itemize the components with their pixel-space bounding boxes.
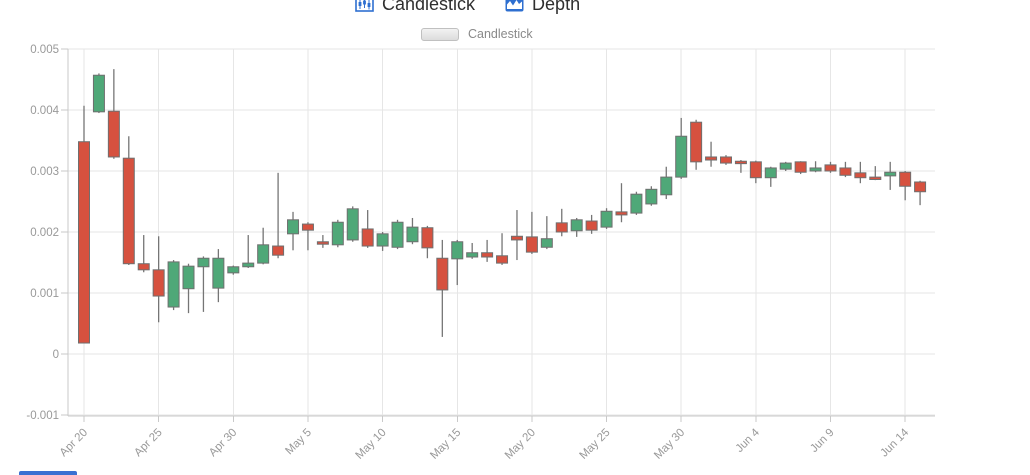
- candlestick-mark[interactable]: [78, 141, 90, 344]
- candlestick-mark[interactable]: [914, 181, 927, 193]
- candlestick-mark[interactable]: [137, 263, 150, 271]
- y-axis-label: 0.005: [30, 44, 59, 56]
- x-axis-label: May 15: [428, 427, 463, 462]
- candlestick-mark[interactable]: [510, 235, 523, 241]
- candlestick-mark[interactable]: [107, 110, 120, 158]
- x-axis-label: Jun 9: [808, 427, 836, 455]
- candlestick-mark[interactable]: [585, 220, 598, 231]
- candlestick-mark[interactable]: [122, 157, 135, 265]
- candlestick-mark[interactable]: [749, 161, 762, 179]
- candlestick-mark[interactable]: [525, 236, 538, 253]
- candlestick-mark[interactable]: [660, 176, 673, 196]
- candlestick-mark[interactable]: [346, 208, 359, 241]
- candlestick-mark[interactable]: [361, 228, 374, 247]
- x-axis-label: May 10: [354, 427, 389, 462]
- candlestick-mark[interactable]: [451, 241, 464, 260]
- candlestick-mark[interactable]: [734, 160, 747, 165]
- candlestick-mark[interactable]: [242, 262, 255, 268]
- y-axis-label: -0.001: [26, 410, 59, 422]
- candlestick-mark[interactable]: [227, 266, 240, 274]
- candlestick-mark[interactable]: [675, 135, 688, 178]
- candlestick-mark[interactable]: [287, 219, 300, 235]
- candlestick-mark[interactable]: [182, 265, 195, 290]
- y-axis-label: 0.002: [30, 227, 59, 239]
- x-axis-label: May 5: [283, 427, 314, 458]
- candlestick-mark[interactable]: [884, 171, 897, 177]
- candlestick-mark[interactable]: [152, 269, 165, 297]
- y-axis-label: 0.001: [30, 288, 59, 300]
- candlestick-mark[interactable]: [197, 257, 210, 268]
- x-axis-label: Apr 20: [58, 427, 90, 459]
- candlestick-mark[interactable]: [212, 257, 225, 289]
- candlestick-mark[interactable]: [481, 252, 494, 258]
- chart-type-tabs: Candlestick Depth: [355, 0, 580, 15]
- legend-candlestick[interactable]: Candlestick: [421, 27, 533, 41]
- candlestick-mark[interactable]: [615, 211, 628, 216]
- tab-depth[interactable]: Depth: [505, 0, 580, 15]
- candlestick-mark[interactable]: [301, 223, 314, 231]
- y-axis-label: 0.003: [30, 166, 59, 178]
- candlestick-mark[interactable]: [824, 164, 837, 172]
- bottom-left-blue-fragment[interactable]: [19, 471, 77, 475]
- legend-label: Candlestick: [468, 27, 533, 41]
- legend-swatch: [421, 27, 459, 41]
- candlestick-mark[interactable]: [899, 171, 912, 187]
- candlestick-mark[interactable]: [645, 188, 658, 205]
- tab-candlestick[interactable]: Candlestick: [355, 0, 475, 15]
- candlestick-mark[interactable]: [630, 193, 643, 214]
- y-axis-label: 0.004: [30, 105, 59, 117]
- candlestick-mark[interactable]: [779, 162, 792, 170]
- candlestick-mark[interactable]: [794, 161, 807, 173]
- candlestick-mark[interactable]: [331, 221, 344, 246]
- candlestick-chart-icon: [355, 0, 374, 12]
- candlestick-mark[interactable]: [436, 257, 449, 291]
- candlestick-mark[interactable]: [167, 261, 180, 308]
- x-axis-label: Jun 14: [878, 426, 911, 459]
- candlestick-mark[interactable]: [570, 219, 583, 232]
- tab-depth-label: Depth: [532, 0, 581, 14]
- candlestick-mark[interactable]: [600, 210, 613, 228]
- candlestick-mark[interactable]: [316, 241, 329, 245]
- x-axis-label: Apr 30: [207, 427, 239, 459]
- candlestick-mark[interactable]: [391, 221, 404, 248]
- candlestick-mark[interactable]: [376, 233, 389, 247]
- candlestick-mark[interactable]: [719, 156, 732, 164]
- candlestick-mark[interactable]: [421, 227, 434, 249]
- candlestick-mark[interactable]: [92, 74, 105, 113]
- candlestick-mark[interactable]: [869, 176, 882, 181]
- x-axis-label: May 25: [578, 427, 613, 462]
- candlestick-mark[interactable]: [854, 172, 867, 179]
- candlestick-mark[interactable]: [690, 121, 703, 163]
- candlestick-mark[interactable]: [555, 222, 568, 233]
- y-axis-label: 0: [53, 349, 59, 361]
- candlestick-mark[interactable]: [839, 167, 852, 176]
- tab-candlestick-label: Candlestick: [382, 0, 476, 14]
- candlestick-mark[interactable]: [705, 156, 718, 161]
- candlestick-mark[interactable]: [466, 252, 479, 258]
- x-axis-label: May 30: [652, 427, 687, 462]
- candlestick-mark[interactable]: [809, 167, 822, 172]
- candlestick-mark[interactable]: [764, 167, 777, 179]
- candlestick-mark[interactable]: [540, 238, 553, 248]
- candlestick-mark[interactable]: [496, 255, 509, 264]
- candlestick-mark[interactable]: [257, 244, 270, 264]
- candlestick-mark[interactable]: [272, 245, 285, 256]
- candlestick-mark[interactable]: [406, 226, 419, 243]
- x-axis-label: Jun 4: [734, 426, 763, 455]
- x-axis-label: May 20: [503, 427, 538, 462]
- x-axis-label: Apr 25: [132, 427, 164, 459]
- area-chart-icon: [505, 0, 524, 12]
